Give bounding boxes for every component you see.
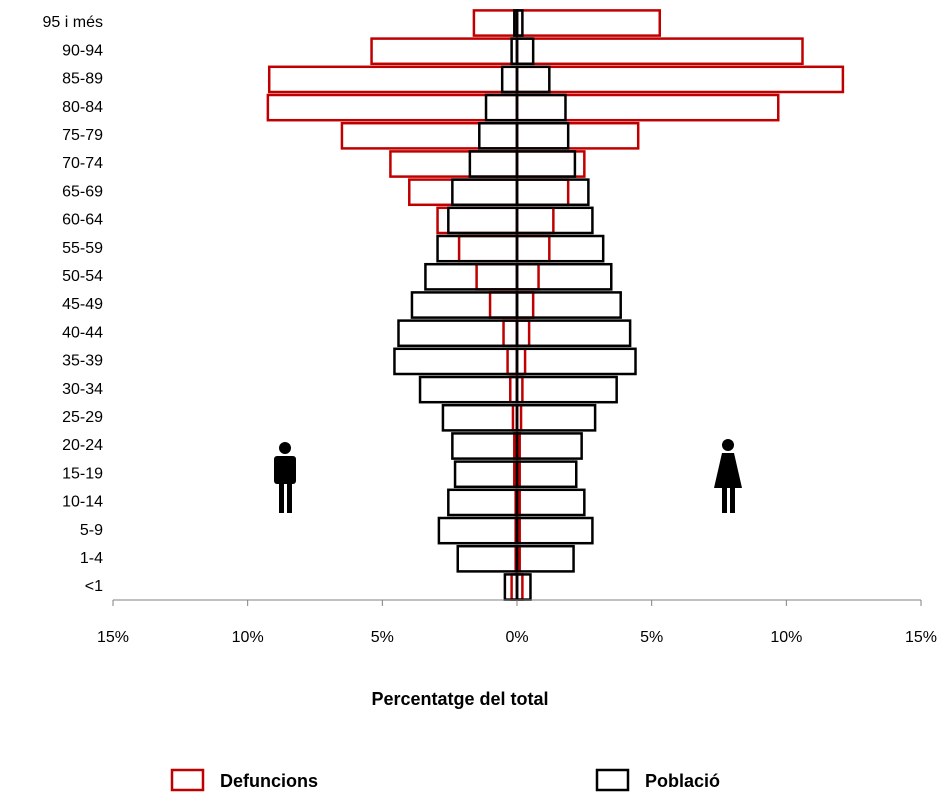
bar <box>515 93 780 122</box>
bar <box>515 150 577 178</box>
bar <box>437 516 519 545</box>
bar <box>475 262 519 291</box>
y-tick-label: 65-69 <box>62 183 103 200</box>
y-tick-label: 20-24 <box>62 437 103 454</box>
y-tick-label: 5-9 <box>80 522 103 539</box>
bar <box>456 544 519 573</box>
y-tick-label: 45-49 <box>62 296 103 313</box>
bar <box>418 375 519 404</box>
y-tick-label: 35-39 <box>62 353 103 370</box>
bar <box>370 37 519 66</box>
y-tick-label: 95 i més <box>43 14 103 31</box>
bar <box>515 516 594 545</box>
bar <box>515 319 632 348</box>
bar <box>515 403 597 432</box>
bar <box>447 488 519 517</box>
woman-icon <box>714 439 742 513</box>
bar <box>515 262 540 291</box>
bar <box>515 9 524 37</box>
bar <box>515 121 570 150</box>
legend-label: Població <box>645 771 720 791</box>
bar <box>506 347 519 376</box>
y-tick-label: 15-19 <box>62 465 103 482</box>
bar <box>267 65 519 94</box>
y-tick-label: 80-84 <box>62 99 103 116</box>
bar <box>451 178 519 207</box>
bar <box>515 206 594 235</box>
bar <box>500 65 519 94</box>
y-tick-label: 60-64 <box>62 212 103 229</box>
y-tick-label: <1 <box>85 578 103 595</box>
bar <box>515 262 613 291</box>
bar <box>408 178 519 207</box>
legend-swatch <box>595 768 630 792</box>
y-tick-label: 25-29 <box>62 409 103 426</box>
y-tick-label: 1-4 <box>80 550 103 567</box>
legend-label: Defuncions <box>220 771 318 791</box>
bar <box>393 347 519 376</box>
bar <box>515 65 845 94</box>
bar <box>515 375 618 404</box>
bar <box>515 291 622 319</box>
bar <box>515 37 804 66</box>
bar <box>502 319 519 348</box>
bar <box>515 178 590 207</box>
y-tick-label: 30-34 <box>62 381 103 398</box>
bar <box>515 65 551 94</box>
bar <box>515 347 637 376</box>
bar <box>484 93 519 122</box>
bar <box>488 291 519 319</box>
bar <box>515 291 535 319</box>
bar <box>457 234 519 263</box>
bar <box>515 460 578 489</box>
x-tick-label: 5% <box>640 629 663 646</box>
bar <box>515 432 583 460</box>
bar <box>515 234 605 263</box>
bar <box>515 488 586 517</box>
bar <box>515 544 575 573</box>
y-tick-label: 10-14 <box>62 494 103 511</box>
bar <box>451 432 519 460</box>
bar <box>436 234 519 263</box>
x-tick-label: 15% <box>905 629 937 646</box>
y-tick-label: 90-94 <box>62 42 103 59</box>
bar <box>447 206 519 235</box>
bar <box>468 150 519 178</box>
y-tick-label: 85-89 <box>62 71 103 88</box>
bar <box>453 460 519 489</box>
y-tick-label: 70-74 <box>62 155 103 172</box>
bar <box>515 37 535 66</box>
bar <box>472 9 519 37</box>
bar <box>515 9 661 37</box>
x-axis-title: Percentatge del total <box>371 689 548 709</box>
bar <box>515 573 532 601</box>
bar <box>441 403 519 432</box>
man-icon <box>274 442 296 513</box>
bar <box>397 319 519 348</box>
bar <box>410 291 519 319</box>
bar <box>515 234 551 263</box>
x-tick-label: 10% <box>232 629 264 646</box>
x-tick-label: 10% <box>770 629 802 646</box>
bar <box>266 93 519 122</box>
bar <box>515 178 570 207</box>
bar <box>389 150 519 178</box>
bar <box>515 206 555 235</box>
y-tick-label: 75-79 <box>62 127 103 144</box>
bar <box>424 262 519 291</box>
y-tick-label: 40-44 <box>62 324 103 341</box>
x-tick-label: 0% <box>505 629 528 646</box>
bar <box>515 319 531 348</box>
legend-swatch <box>170 768 205 792</box>
bar <box>515 93 567 122</box>
bar <box>515 121 640 150</box>
x-tick-label: 5% <box>371 629 394 646</box>
x-tick-label: 15% <box>97 629 129 646</box>
bar <box>478 121 519 150</box>
y-tick-label: 50-54 <box>62 268 103 285</box>
bar <box>340 121 519 150</box>
y-tick-label: 55-59 <box>62 240 103 257</box>
